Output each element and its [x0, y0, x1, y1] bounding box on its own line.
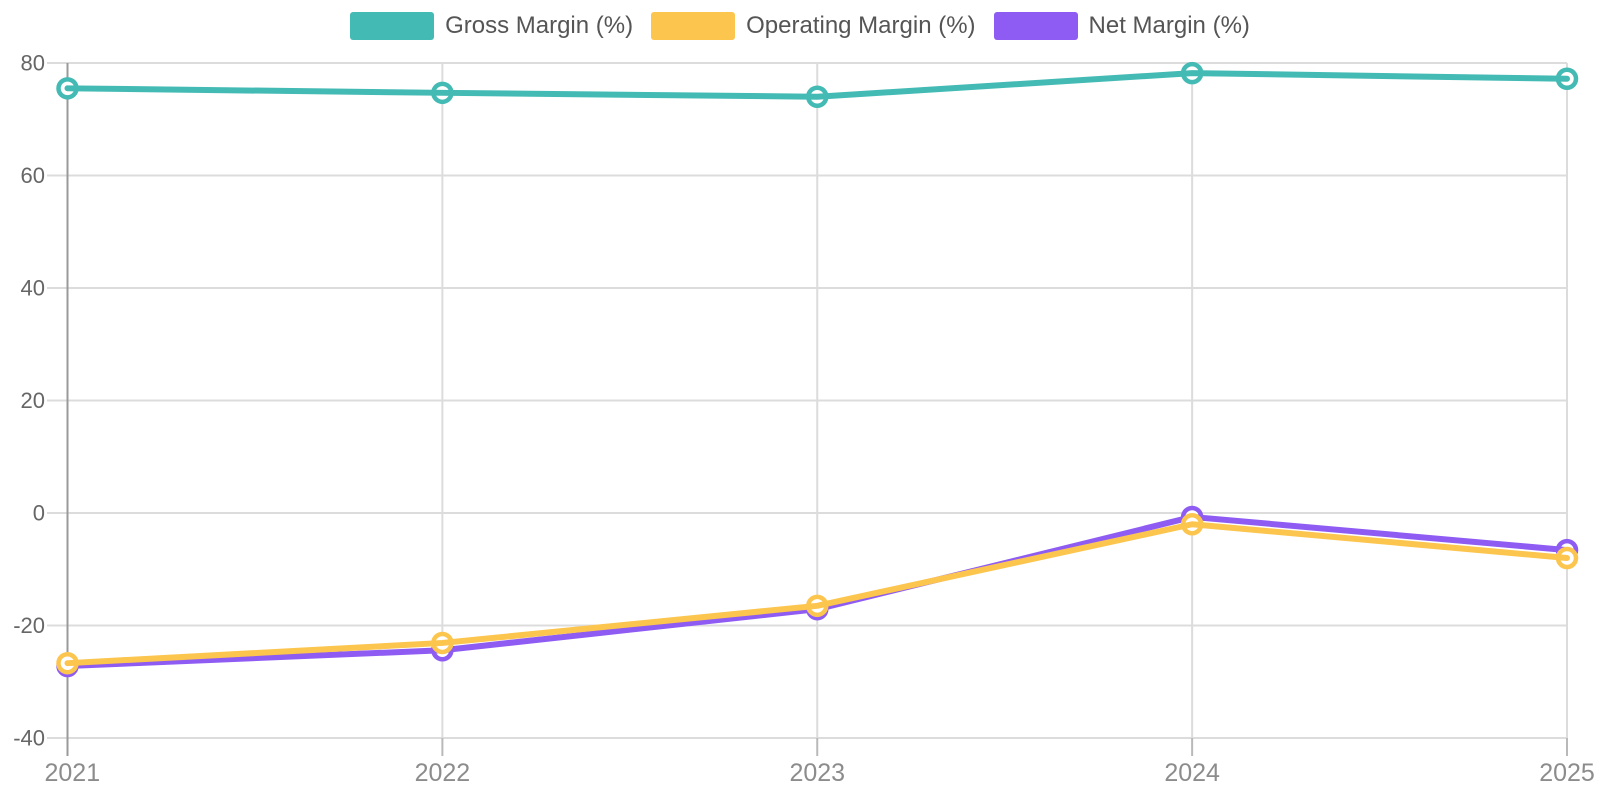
- x-tick-label: 2023: [789, 759, 845, 787]
- legend-item-net-margin[interactable]: Net Margin (%): [993, 12, 1250, 40]
- y-tick-label: 0: [33, 501, 45, 526]
- legend-item-operating-margin[interactable]: Operating Margin (%): [651, 12, 976, 40]
- y-tick-label: -20: [13, 613, 45, 638]
- gross-margin-swatch: [350, 12, 435, 40]
- legend-item-gross-margin[interactable]: Gross Margin (%): [350, 12, 633, 40]
- net-margin-swatch: [993, 12, 1078, 40]
- operating-margin-swatch: [651, 12, 736, 40]
- x-tick-label: 2021: [45, 759, 101, 787]
- gross-margin-line: [64, 70, 1570, 100]
- y-tick-label: 80: [21, 51, 45, 76]
- chart-legend: Gross Margin (%) Operating Margin (%) Ne…: [0, 12, 1600, 40]
- operating-margin-line: [64, 521, 1570, 667]
- y-tick-label: 20: [21, 388, 45, 413]
- y-tick-label: -40: [13, 726, 45, 751]
- y-tick-label: 60: [21, 163, 45, 188]
- legend-label-net-margin: Net Margin (%): [1088, 12, 1250, 39]
- x-tick-label: 2022: [415, 759, 471, 787]
- x-tick-label: 2024: [1164, 759, 1220, 787]
- x-tick-label: 2025: [1539, 759, 1595, 787]
- y-tick-label: 40: [21, 276, 45, 301]
- legend-label-gross-margin: Gross Margin (%): [445, 12, 634, 39]
- legend-label-operating-margin: Operating Margin (%): [746, 12, 976, 39]
